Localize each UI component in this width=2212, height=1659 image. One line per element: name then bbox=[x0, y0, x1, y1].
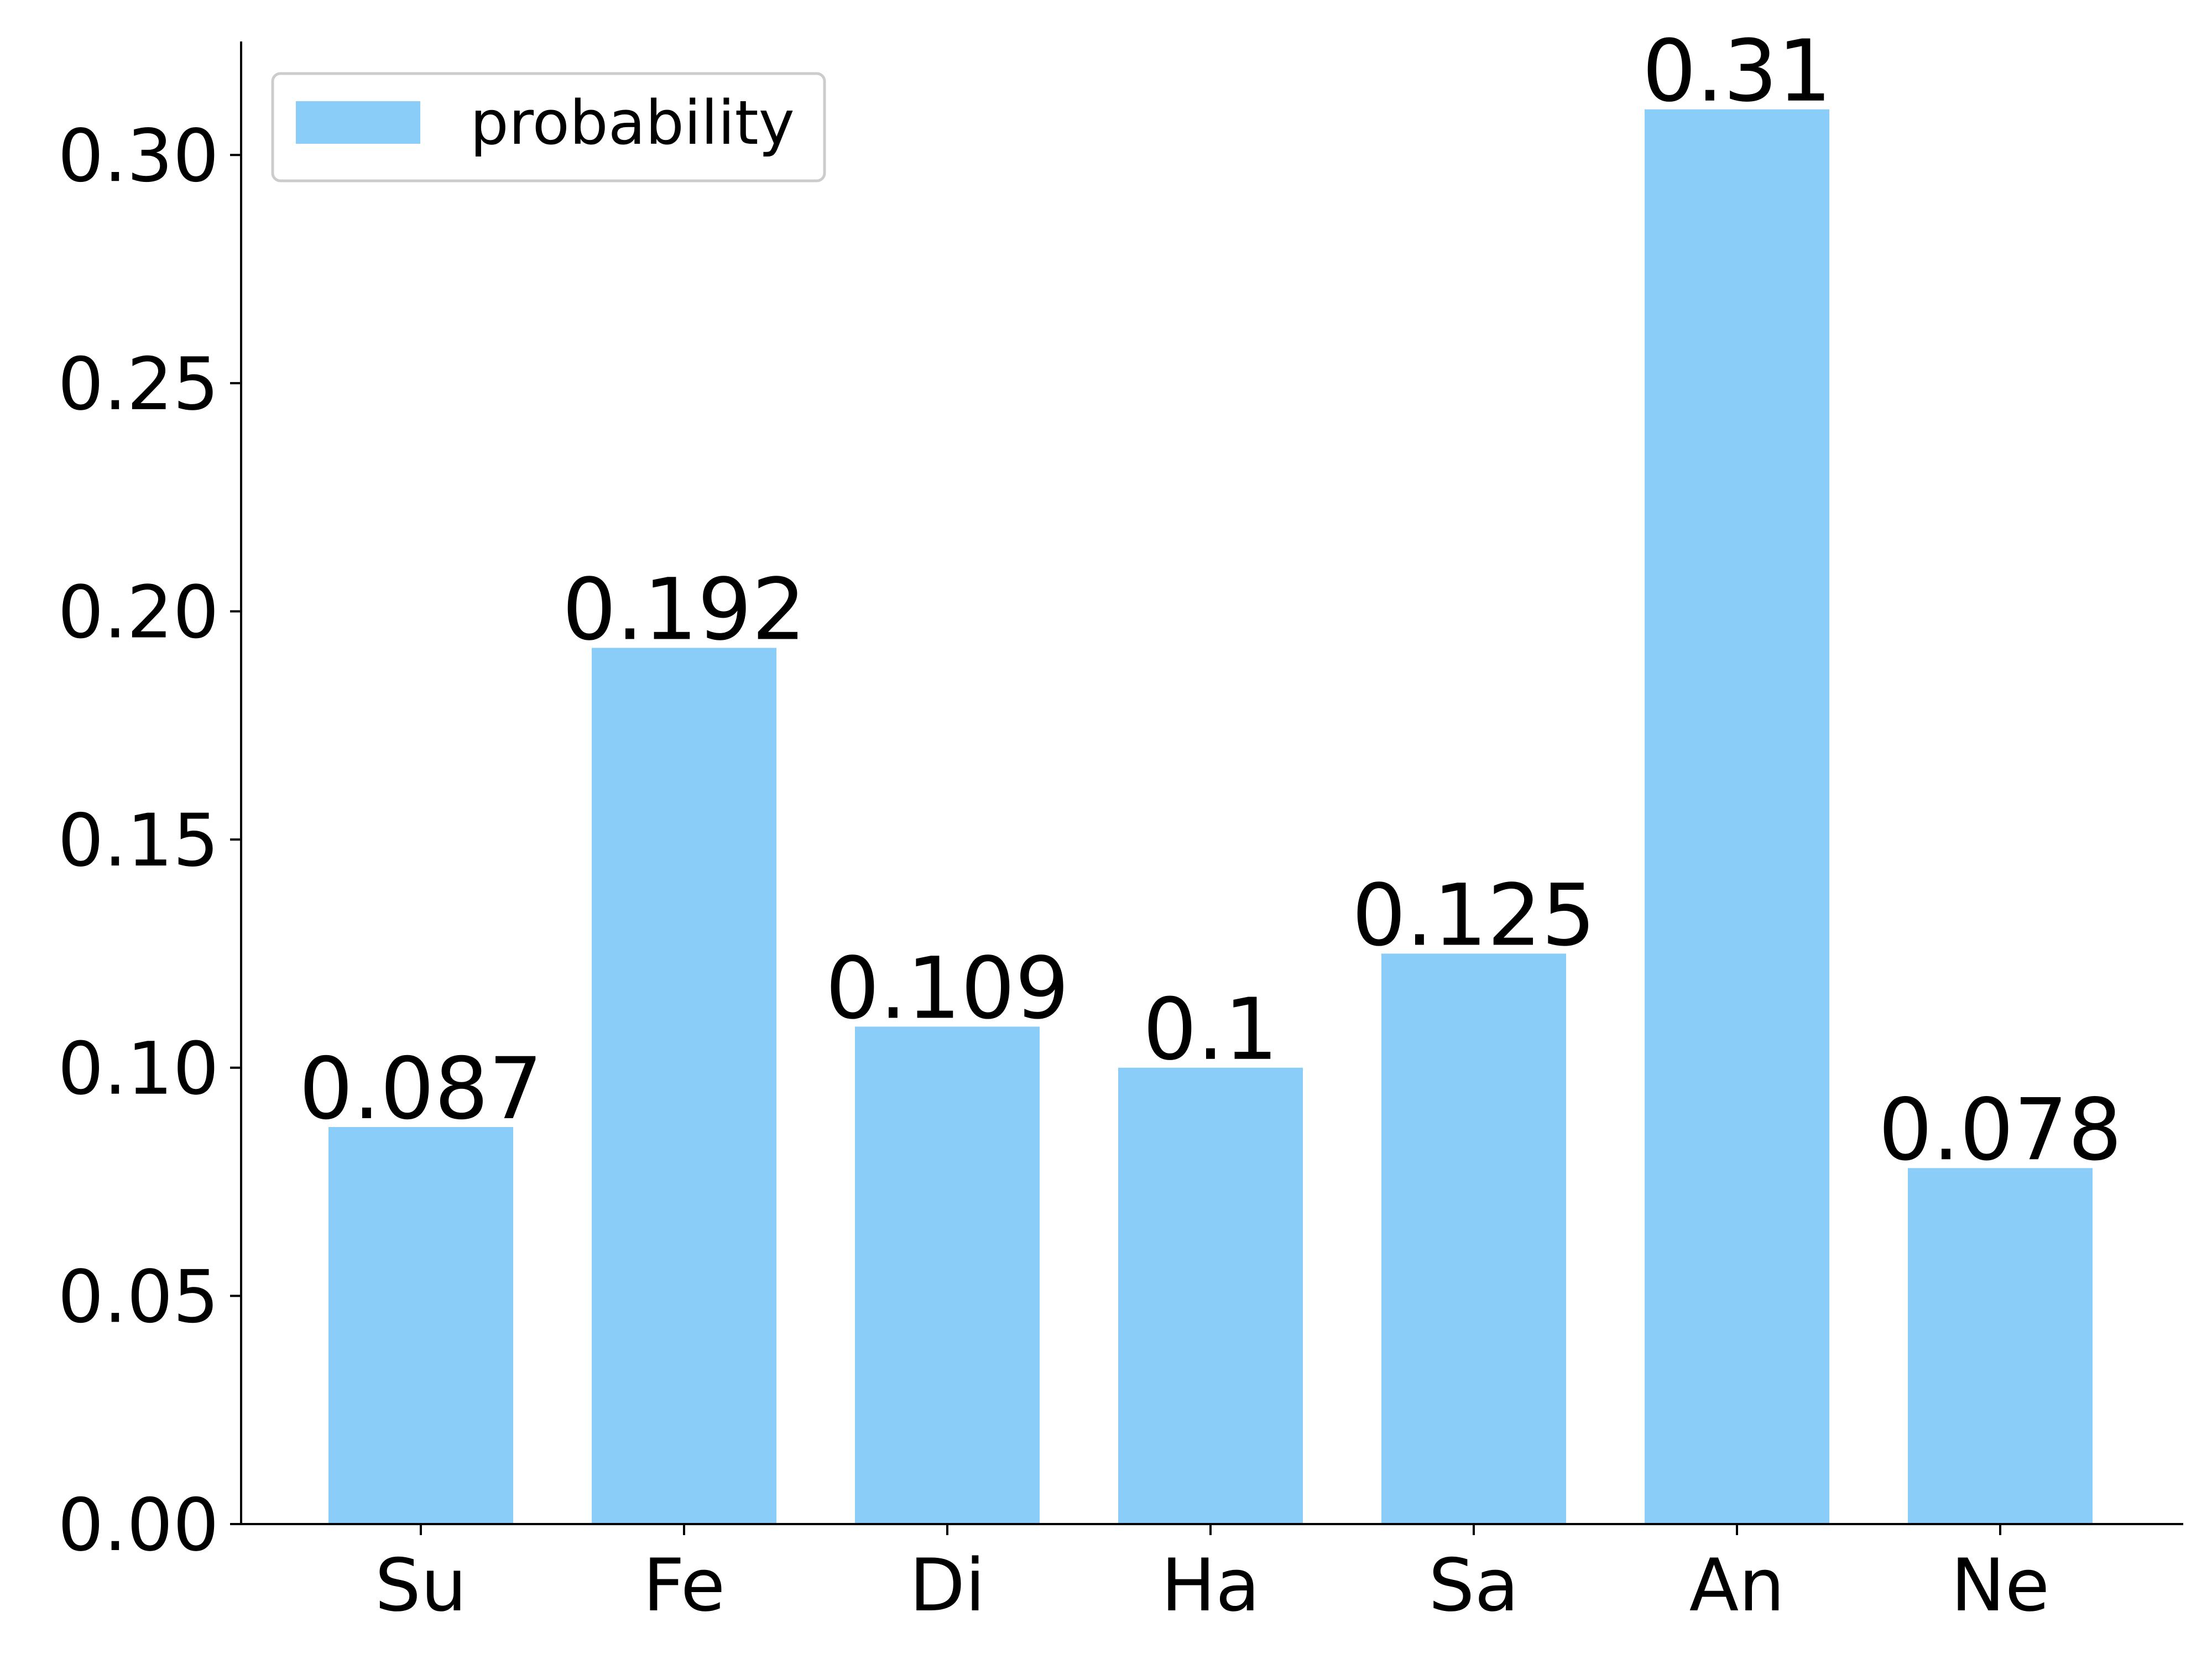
bar-di bbox=[855, 1026, 1040, 1524]
bars-layer bbox=[328, 109, 2093, 1524]
legend-label: probability bbox=[470, 87, 795, 158]
value-label-sa: 0.125 bbox=[1352, 866, 1596, 965]
bar-ha bbox=[1118, 1067, 1303, 1524]
x-tick-label-an: An bbox=[1689, 1543, 1785, 1627]
x-tick-label-fe: Fe bbox=[643, 1543, 726, 1627]
bar-an bbox=[1645, 109, 1829, 1524]
bar-su bbox=[328, 1127, 513, 1524]
value-label-di: 0.109 bbox=[826, 939, 1070, 1038]
bar-ne bbox=[1908, 1168, 2093, 1524]
value-label-an: 0.31 bbox=[1642, 22, 1832, 121]
legend: probability bbox=[271, 72, 826, 182]
x-tick-label-sa: Sa bbox=[1428, 1543, 1519, 1627]
value-label-su: 0.087 bbox=[299, 1040, 543, 1139]
y-tick-label: 0.05 bbox=[58, 1254, 219, 1339]
x-axis-ticks: Su Fe Di Ha Sa An Ne bbox=[375, 1524, 2049, 1627]
y-tick-label: 0.00 bbox=[58, 1483, 219, 1567]
value-label-fe: 0.192 bbox=[562, 561, 806, 660]
x-tick-label-ne: Ne bbox=[1951, 1543, 2050, 1627]
y-tick-label: 0.15 bbox=[58, 798, 219, 883]
legend-swatch bbox=[296, 101, 420, 144]
y-tick-label: 0.20 bbox=[58, 570, 219, 655]
y-tick-label: 0.30 bbox=[58, 113, 219, 198]
value-label-ha: 0.1 bbox=[1143, 980, 1279, 1079]
value-labels-layer: 0.087 0.192 0.109 0.1 0.125 0.31 0.078 bbox=[299, 22, 2122, 1180]
x-tick-label-di: Di bbox=[909, 1543, 985, 1627]
value-label-ne: 0.078 bbox=[1879, 1081, 2122, 1180]
y-axis-ticks: 0.00 0.05 0.10 0.15 0.20 0.25 0.30 bbox=[58, 113, 241, 1567]
y-tick-label: 0.10 bbox=[58, 1026, 219, 1111]
x-tick-label-su: Su bbox=[375, 1543, 467, 1627]
legend-frame bbox=[271, 72, 826, 182]
x-tick-label-ha: Ha bbox=[1161, 1543, 1260, 1627]
bar-fe bbox=[592, 648, 776, 1524]
y-tick-label: 0.25 bbox=[58, 342, 219, 426]
bar-sa bbox=[1381, 953, 1566, 1524]
